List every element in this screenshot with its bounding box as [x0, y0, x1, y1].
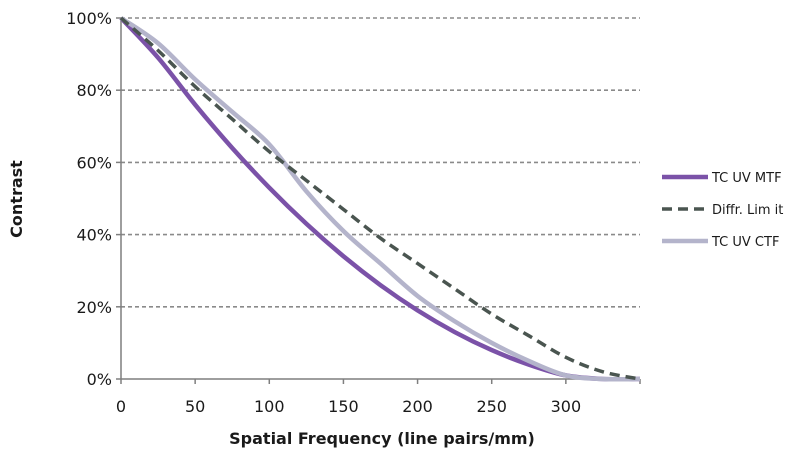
legend-label-tc-uv-ctf: TC UV CTF [711, 235, 779, 250]
tick-labels: 0% 20% 40% 60% 80% 100% 0 50 100 150 200 250 300 [66, 9, 581, 416]
legend-label-tc-uv-mtf: TC UV MTF [711, 171, 782, 186]
y-tick-label: 40% [76, 226, 112, 245]
series [119, 16, 641, 382]
legend-label-diffr-lim-it: Diffr. Lim it [712, 203, 783, 218]
x-tick-label: 50 [185, 397, 205, 416]
axes [116, 17, 641, 384]
y-tick-label: 100% [66, 9, 112, 28]
x-axis-title: Spatial Frequency (line pairs/mm) [229, 429, 535, 448]
y-tick-label: 0% [87, 370, 112, 389]
y-axis-title: Contrast [7, 160, 26, 238]
y-tick-label: 20% [76, 298, 112, 317]
series-line-diffr-lim-it [119, 16, 641, 381]
series-line-tc-uv-ctf [119, 16, 641, 382]
x-tick-label: 200 [402, 397, 433, 416]
y-tick-label: 60% [76, 153, 112, 172]
x-tick-label: 250 [476, 397, 507, 416]
x-tick-label: 150 [328, 397, 359, 416]
x-tick-label: 100 [254, 397, 285, 416]
x-tick-label: 0 [116, 397, 126, 416]
y-tick-label: 80% [76, 81, 112, 100]
series-line-tc-uv-mtf [119, 16, 641, 382]
x-tick-label: 300 [551, 397, 582, 416]
legend: TC UV MTF Diffr. Lim it TC UV CTF [662, 171, 783, 250]
